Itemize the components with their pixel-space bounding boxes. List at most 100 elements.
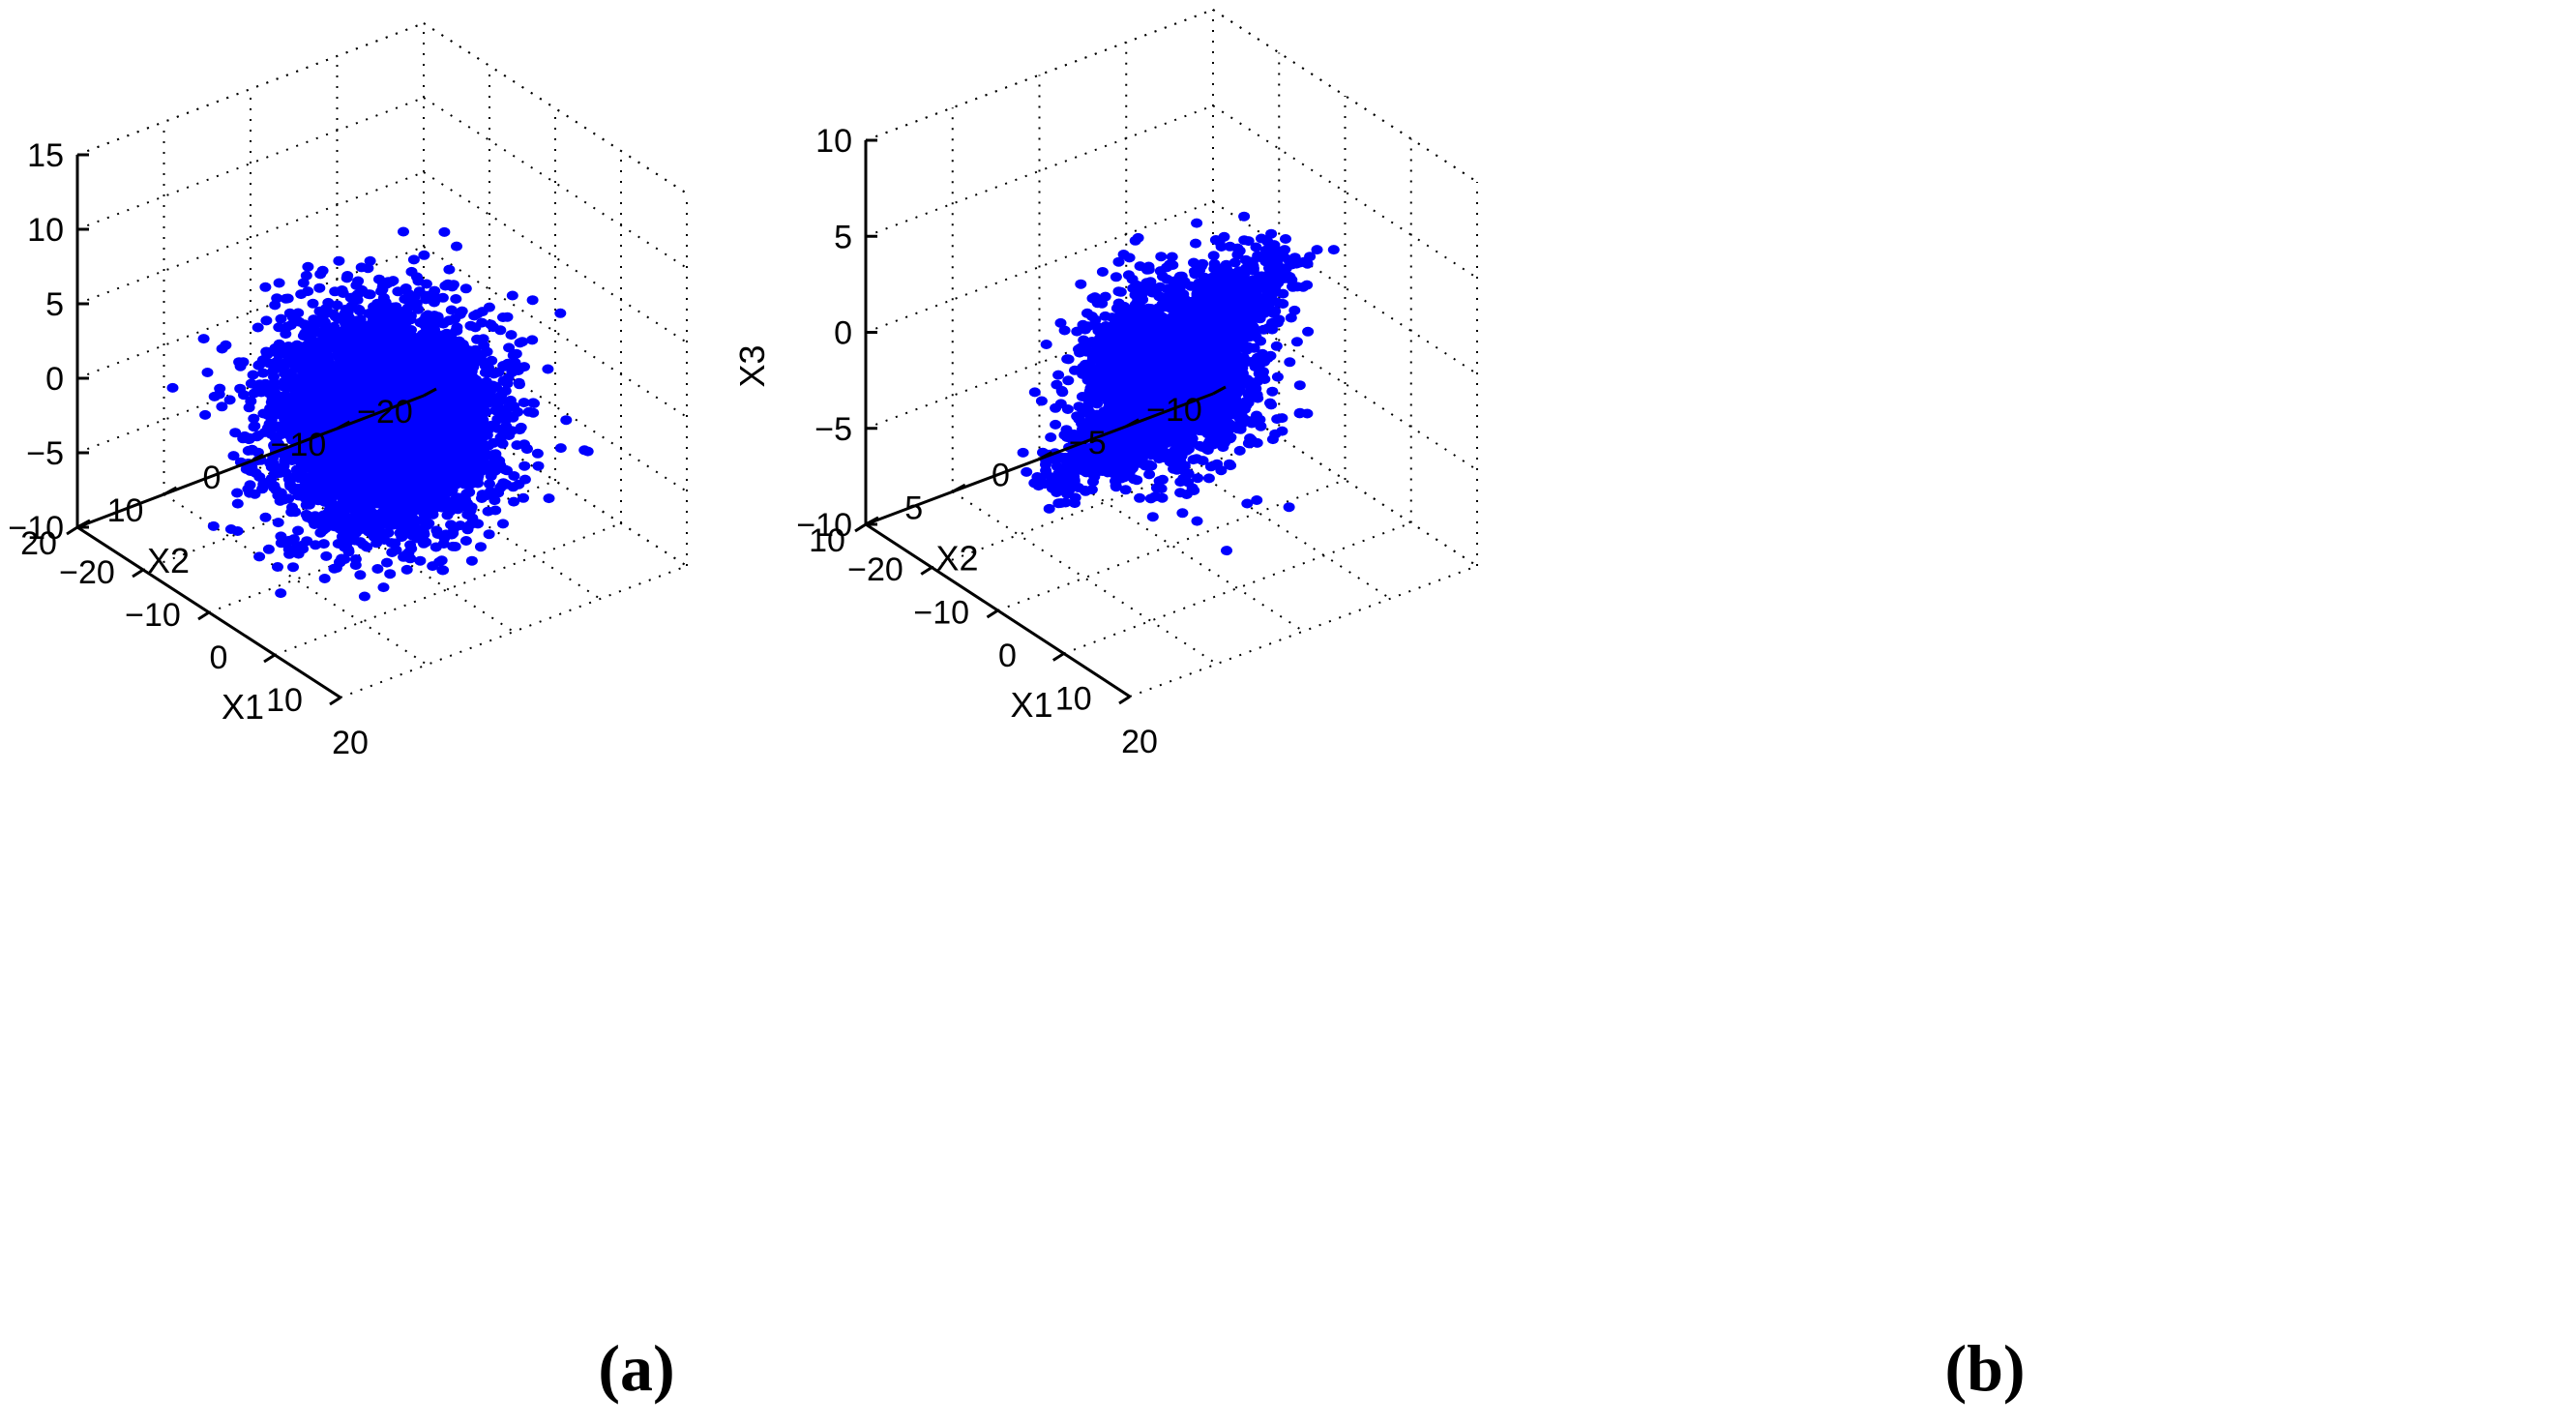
scatter-point (331, 300, 343, 311)
scatter-point (527, 398, 540, 408)
scatter-point (231, 526, 244, 536)
scatter-point (313, 489, 325, 499)
scatter-point (355, 262, 368, 273)
scatter-point (286, 502, 298, 513)
scatter-point (465, 555, 478, 566)
scatter-point (396, 532, 408, 543)
scatter-point (391, 305, 403, 315)
scatter-point (423, 324, 435, 334)
scatter-point (261, 409, 274, 420)
scatter-point (302, 354, 314, 364)
scatter-point (392, 353, 404, 364)
scatter-point (322, 297, 335, 308)
scatter-point (357, 540, 370, 550)
scatter-point (334, 328, 346, 339)
scatter-point (439, 281, 452, 291)
scatter-point (359, 507, 371, 518)
scatter-point (197, 334, 210, 344)
scatter-point (460, 403, 473, 414)
scatter-point (403, 467, 416, 478)
scatter-point (457, 356, 469, 367)
scatter-point (386, 548, 399, 557)
scatter-point (300, 509, 312, 520)
scatter-point (273, 322, 285, 333)
scatter-point (460, 489, 473, 499)
scatter-point (450, 294, 462, 304)
scatter-point (227, 451, 240, 461)
scatter-point (502, 410, 515, 421)
scatter-point (340, 520, 352, 531)
scatter-point (281, 293, 294, 304)
scatter-point (400, 564, 413, 575)
scatter-point (487, 490, 499, 500)
scatter-point (267, 366, 280, 376)
scatter-point (285, 358, 298, 369)
scatter-point (265, 461, 278, 472)
scatter-point (488, 449, 499, 460)
scatter-point (401, 303, 414, 313)
scatter-point (438, 226, 451, 237)
scatter-point (354, 570, 367, 580)
scatter-point (340, 538, 351, 549)
scatter-point (234, 383, 247, 394)
scatter-point (298, 481, 311, 491)
scatter-point (390, 381, 402, 392)
scatter-point (216, 401, 228, 412)
scatter-point (287, 534, 300, 545)
scatter-point (341, 493, 353, 504)
scatter-point (411, 272, 423, 282)
scatter-point (507, 350, 519, 361)
scatter-point (275, 531, 287, 542)
scatter-point (370, 529, 383, 540)
scatter-point (459, 479, 471, 490)
scatter-point (412, 304, 425, 314)
scatter-point (253, 472, 266, 482)
scatter-point (411, 375, 424, 386)
scatter-point (501, 465, 513, 476)
scatter-point (199, 409, 212, 420)
scatter-point (166, 382, 179, 393)
scatter-point (419, 428, 431, 437)
scatter-point (276, 463, 287, 474)
scatter-point (436, 486, 449, 496)
scatter-point (476, 493, 488, 503)
scatter-point (520, 443, 533, 454)
scatter-point (441, 445, 454, 456)
scatter-point (314, 269, 327, 280)
scatter-point (231, 498, 244, 509)
scatter-point (526, 295, 539, 306)
scatter-point (378, 305, 391, 315)
scatter-point (445, 366, 458, 376)
scatter-point (373, 341, 386, 350)
scatter-point (273, 278, 285, 288)
scatter-point (272, 490, 284, 501)
scatter-point (311, 396, 324, 406)
scatter-point (451, 241, 462, 252)
scatter-point (393, 519, 405, 528)
scatter-point (364, 255, 376, 266)
scatter-point (418, 250, 430, 260)
scatter-point (542, 364, 554, 374)
scatter-point (359, 349, 371, 360)
scatter-point (418, 315, 429, 326)
scatter-point (443, 410, 456, 421)
scatter-point (486, 420, 498, 431)
scatter-point (403, 524, 416, 535)
scatter-point (423, 471, 435, 482)
scatter-point (406, 343, 419, 354)
scatter-point (445, 305, 458, 315)
scatter-point (481, 346, 493, 357)
scatter-point (371, 564, 384, 574)
scatter-point (392, 286, 404, 297)
scatter-point (484, 479, 495, 490)
scatter-point (488, 394, 499, 404)
scatter-point (316, 525, 329, 536)
scatter-point (441, 510, 454, 520)
scatter-point (432, 334, 445, 343)
scatter-point (518, 492, 529, 503)
scatter-point (554, 443, 567, 454)
scatter-point (505, 330, 518, 341)
scatter-point (459, 283, 472, 294)
scatter-point (436, 292, 449, 303)
